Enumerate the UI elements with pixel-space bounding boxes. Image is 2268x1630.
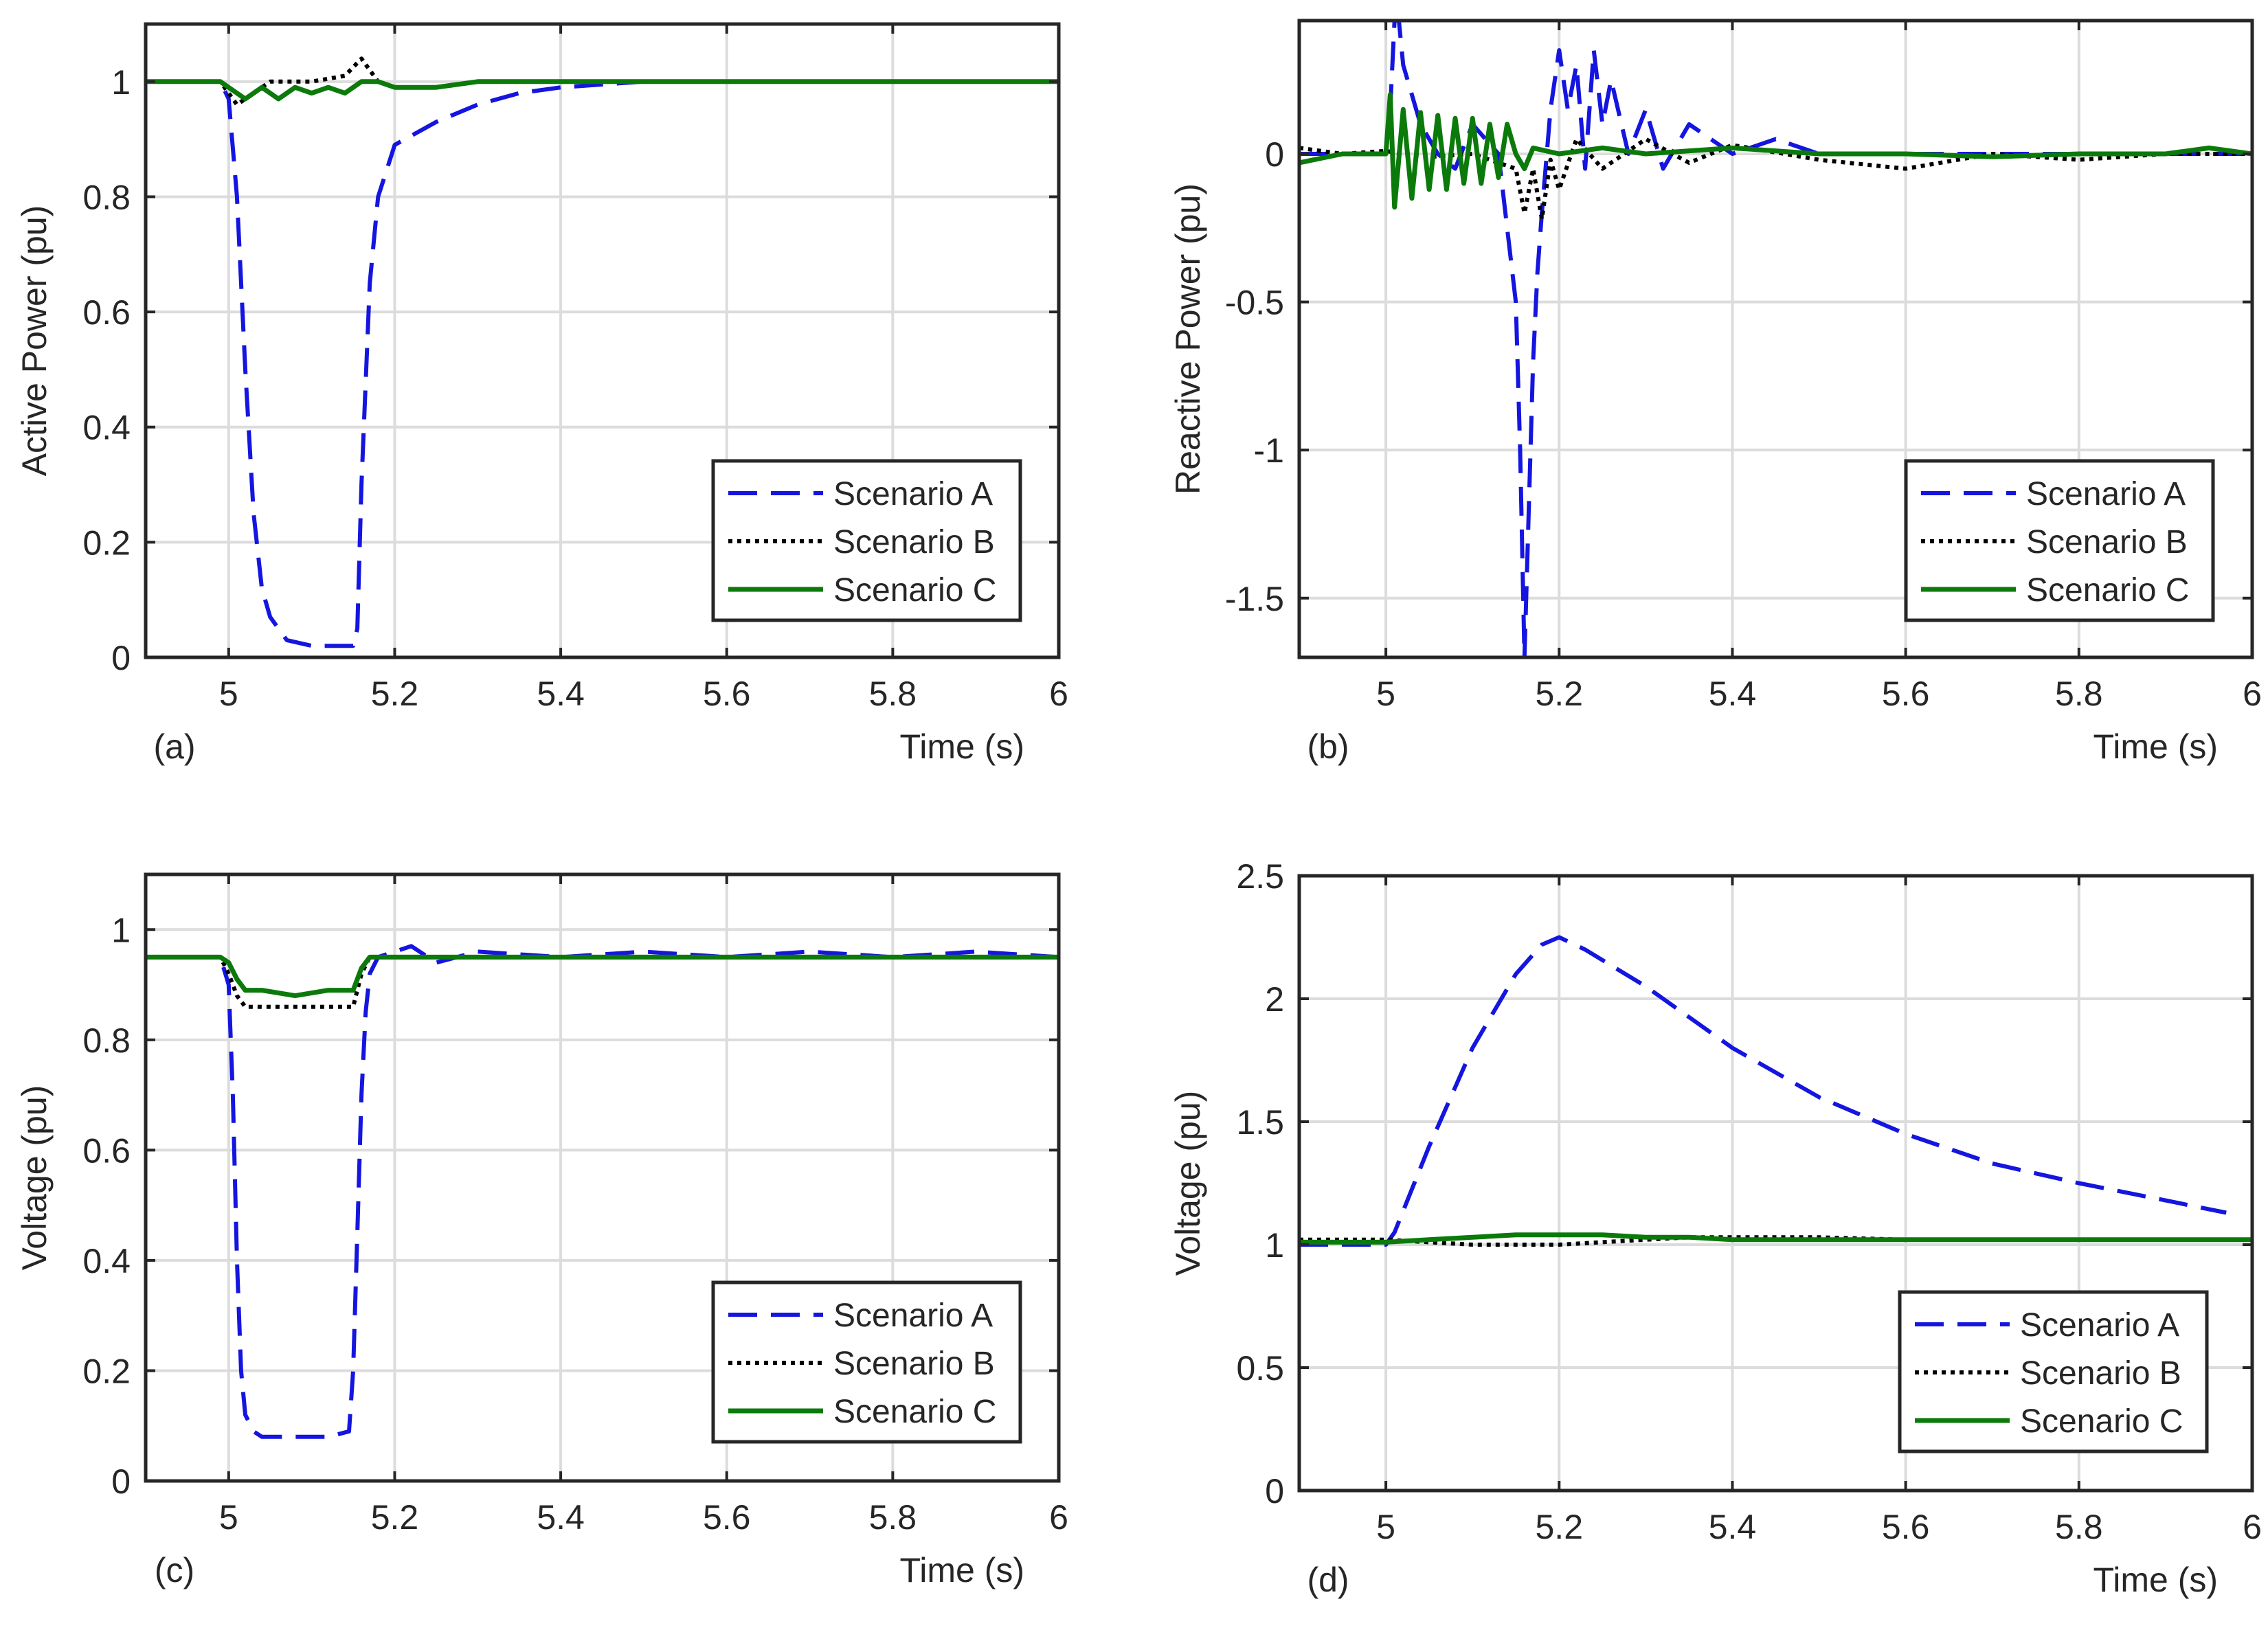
- y-tick-label: -1.5: [1225, 580, 1284, 618]
- axes-frame: [1297, 19, 2254, 659]
- y-tick-label: 2.5: [1236, 857, 1284, 896]
- y-tick-label: -1: [1254, 431, 1284, 470]
- x-tick-label: 5: [1376, 675, 1395, 713]
- axes-frame: [144, 872, 1061, 1483]
- x-tick-label: 5: [219, 1498, 238, 1537]
- x-tick-label: 5: [1376, 1508, 1395, 1546]
- x-tick-label: 5.4: [1709, 675, 1757, 713]
- x-tick-label: 6: [1049, 1498, 1068, 1537]
- legend-entry-label: Scenario A: [833, 1298, 993, 1334]
- y-tick-label: 0: [1265, 1472, 1284, 1510]
- chart-panel-2: 5 5.2 5.4 5.6 5.8 6 -1.5 -1 -0.5 0 Time (s) (b) Reac…: [1169, 19, 2262, 766]
- legend-entry-label: Scenario B: [833, 1346, 995, 1382]
- x-tick-label: 5.2: [371, 1498, 419, 1537]
- x-tick-label: 5.2: [371, 675, 419, 713]
- y-tick-label: 1: [111, 911, 131, 949]
- legend-entry-label: Scenario C: [2020, 1403, 2183, 1440]
- series-line-scenario-a: [146, 79, 1059, 648]
- series-group: [1299, 21, 2252, 657]
- legend-entry-label: Scenario C: [833, 572, 996, 609]
- x-axis-label: Time (s): [900, 1551, 1024, 1589]
- series-line-scenario-c: [146, 79, 1059, 102]
- legend-entry-label: Scenario B: [2026, 524, 2188, 561]
- x-tick-label: 5.2: [1536, 675, 1584, 713]
- legend: Scenario A Scenario B Scenario C: [1904, 459, 2215, 622]
- y-axis-label: Reactive Power (pu): [1169, 183, 1207, 495]
- series-line-scenario-a: [1299, 21, 2252, 657]
- x-tick-label: 5.6: [703, 1498, 751, 1537]
- panel-label: (d): [1307, 1561, 1349, 1599]
- series-line-scenario-a: [146, 944, 1059, 1439]
- legend-entry-label: Scenario A: [833, 476, 993, 512]
- y-tick-label: 0.2: [82, 523, 131, 562]
- series-group: [1299, 935, 2252, 1247]
- y-tick-label: 0.8: [82, 178, 131, 216]
- panel-label: (a): [153, 727, 195, 766]
- panel-label: (b): [1307, 727, 1349, 766]
- series-line-scenario-a: [1299, 935, 2227, 1247]
- x-tick-label: 6: [2243, 675, 2262, 713]
- chart-panel-4: 5 5.2 5.4 5.6 5.8 6 0 0.5 1 1.5 2 2.5 Time (s) (d) Vol…: [1169, 857, 2262, 1599]
- y-tick-label: 0.6: [82, 293, 131, 332]
- y-tick-label: 0.6: [82, 1131, 131, 1170]
- x-tick-label: 5.8: [869, 1498, 917, 1537]
- y-axis-label: Voltage (pu): [1169, 1091, 1207, 1276]
- y-tick-label: 1: [1265, 1226, 1284, 1265]
- x-tick-label: 6: [2243, 1508, 2262, 1546]
- legend: Scenario A Scenario B Scenario C: [1898, 1290, 2209, 1453]
- series-line-scenario-c: [1299, 1232, 2252, 1245]
- x-axis-label: Time (s): [2093, 727, 2218, 766]
- series-group: [146, 944, 1059, 1439]
- series-line-scenario-c: [1299, 92, 2252, 210]
- y-tick-label: 0: [111, 639, 131, 677]
- legend-entry-label: Scenario A: [2026, 476, 2186, 512]
- series-line-scenario-c: [146, 954, 1059, 999]
- y-tick-label: -0.5: [1225, 284, 1284, 322]
- chart-panel-1: 5 5.2 5.4 5.6 5.8 6 0 0.2 0.4 0.6 0.8 1 Time (s) (a) A…: [15, 22, 1068, 766]
- x-tick-label: 5.6: [703, 675, 751, 713]
- x-tick-label: 5.8: [2055, 675, 2103, 713]
- x-axis-label: Time (s): [2093, 1561, 2218, 1599]
- y-tick-label: 2: [1265, 980, 1284, 1019]
- x-tick-label: 5.6: [1882, 1508, 1930, 1546]
- axes-frame: [1297, 874, 2254, 1493]
- x-tick-label: 5.8: [2055, 1508, 2103, 1546]
- legend-entry-label: Scenario C: [2026, 572, 2189, 609]
- y-tick-label: 1.5: [1236, 1103, 1284, 1142]
- y-tick-label: 0.8: [82, 1021, 131, 1060]
- x-tick-label: 6: [1049, 675, 1068, 713]
- x-tick-label: 5: [219, 675, 238, 713]
- y-axis-label: Voltage (pu): [15, 1085, 54, 1271]
- x-tick-label: 5.4: [537, 675, 585, 713]
- x-tick-label: 5.8: [869, 675, 917, 713]
- y-tick-label: 0.4: [82, 1242, 131, 1280]
- x-tick-label: 5.4: [1709, 1508, 1757, 1546]
- legend-entry-label: Scenario A: [2020, 1307, 2179, 1344]
- y-axis-label: Active Power (pu): [15, 205, 54, 477]
- axes-frame: [144, 22, 1061, 659]
- legend-entry-label: Scenario B: [833, 524, 995, 561]
- x-tick-label: 5.6: [1882, 675, 1930, 713]
- y-tick-label: 0: [111, 1462, 131, 1501]
- x-tick-label: 5.4: [537, 1498, 585, 1537]
- x-axis-label: Time (s): [900, 727, 1024, 766]
- chart-panel-3: 5 5.2 5.4 5.6 5.8 6 0 0.2 0.4 0.6 0.8 1 Time (s) (c) V…: [15, 872, 1068, 1589]
- y-tick-label: 0.5: [1236, 1349, 1284, 1388]
- legend: Scenario A Scenario B Scenario C: [711, 459, 1022, 622]
- legend-entry-label: Scenario B: [2020, 1355, 2181, 1392]
- legend: Scenario A Scenario B Scenario C: [711, 1280, 1022, 1444]
- panel-label: (c): [155, 1551, 194, 1589]
- series-group: [146, 56, 1059, 648]
- y-tick-label: 0.2: [82, 1352, 131, 1390]
- legend-entry-label: Scenario C: [833, 1394, 996, 1430]
- x-tick-label: 5.2: [1536, 1508, 1584, 1546]
- y-tick-label: 0: [1265, 135, 1284, 174]
- y-tick-label: 0.4: [82, 409, 131, 447]
- y-tick-label: 1: [111, 63, 131, 102]
